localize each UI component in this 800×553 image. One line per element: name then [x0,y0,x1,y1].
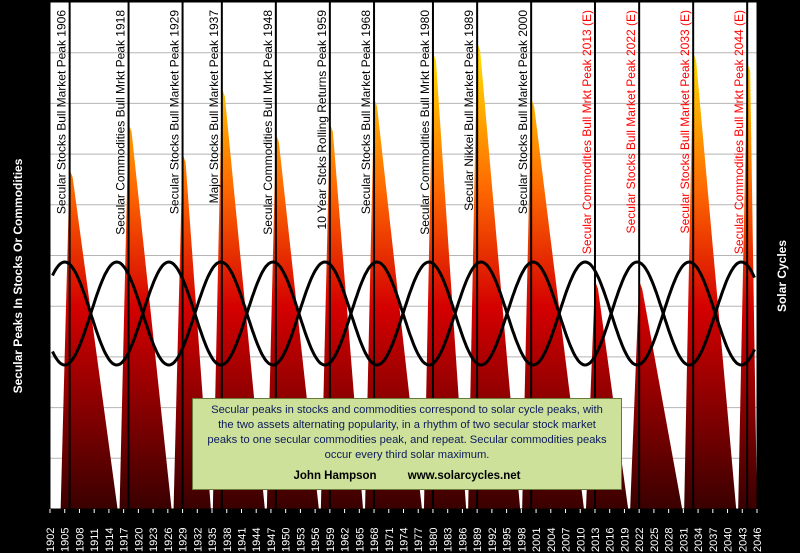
peak-label: Secular Commodities Bull Mrkt Peak 1918 [114,10,128,235]
y-axis-label-left: Secular Peaks In Stocks Or Commodities [11,158,25,394]
x-tick-label: 1926 [163,528,175,552]
x-tick-label: 1992 [487,528,499,552]
peak-area [630,280,683,509]
x-tick-label: 1956 [310,528,322,552]
x-tick-label: 1935 [207,528,219,552]
x-tick-label: 1965 [354,528,366,552]
x-tick-label: 2010 [575,528,587,552]
x-tick-label: 2025 [649,528,661,552]
annotation-text: Secular peaks in stocks and commodities … [207,404,607,461]
x-tick-label: 1953 [295,528,307,552]
x-tick-label: 2013 [590,528,602,552]
x-tick-label: 2031 [678,528,690,552]
x-tick-label: 1920 [133,528,145,552]
x-tick-label: 1944 [251,528,263,552]
x-tick-label: 2019 [619,528,631,552]
x-tick-label: 1908 [74,528,86,552]
x-tick-label: 1938 [222,528,234,552]
peak-label: Secular Commodities Bull Mrkt Peak 1980 [418,10,432,235]
peak-area [119,123,172,510]
website: www.solarcycles.net [407,470,521,482]
x-tick-label: 1932 [192,528,204,552]
x-tick-label: 1995 [502,528,514,552]
peak-label: Major Stocks Bull Market Peak 1937 [207,10,221,204]
x-tick-label: 1971 [384,528,396,552]
x-tick-label: 1947 [266,528,278,552]
x-tick-label: 1905 [60,528,72,552]
x-tick-label: 1959 [325,528,337,552]
x-tick-label: 1902 [45,528,57,552]
x-tick-label: 1986 [457,528,469,552]
x-tick-label: 2034 [693,528,705,552]
x-tick-label: 2028 [664,528,676,552]
peak-label: Secular Stocks Bull Market Peak 1968 [359,10,373,214]
x-tick-label: 1923 [148,528,160,552]
x-tick-label: 1974 [399,528,411,552]
peak-label: Secular Commodities Bull Mrkt Peak 2013 … [580,10,594,254]
x-tick-label: 1950 [281,528,293,552]
x-tick-label: 2022 [634,528,646,552]
x-tick-label: 1911 [89,528,101,552]
annotation-box: Secular peaks in stocks and commodities … [192,398,622,490]
x-tick-label: 1962 [340,528,352,552]
x-tick-label: 2004 [546,528,558,552]
peak-area [60,169,118,509]
peak-label: Secular Stocks Bull Market Peak 1929 [168,10,182,214]
x-tick-label: 2037 [708,528,720,552]
y-axis-label-right: Solar Cycles [775,239,789,313]
x-tick-label: 2046 [752,528,764,552]
x-tick-label: 1980 [428,528,440,552]
x-tick-label: 1968 [369,528,381,552]
x-tick-label: 1977 [413,528,425,552]
x-tick-label: 1929 [178,528,190,552]
peak-label: Secular Commodities Bull Mrkt Peak 2044 … [732,10,746,254]
x-tick-label: 1941 [236,528,248,552]
peak-label: Secular Commodities Bull Mrkt Peak 1948 [261,10,275,235]
x-tick-label: 2016 [605,528,617,552]
peak-label: Secular Stocks Bull Market Peak 2022 (E) [624,10,638,233]
solar-curve-b [51,260,756,367]
peak-label: Secular Stocks Bull Market Peak 2033 (E) [678,10,692,233]
x-tick-label: 1983 [443,528,455,552]
x-tick-label: 2040 [723,528,735,552]
x-tick-label: 1917 [119,528,131,552]
author-name: John Hampson [293,470,377,482]
x-tick-label: 1989 [472,528,484,552]
peak-label: Secular Nikkei Bull Market Peak 1989 [462,10,476,211]
credit-line: John Hampson www.solarcycles.net [203,469,611,484]
peak-label: 10 Year Stcks Rolling Returns Peak 1959 [315,10,329,230]
x-tick-label: 2007 [561,528,573,552]
peak-label: Secular Stocks Bull Market Peak 1906 [55,10,69,214]
x-tick-label: 1998 [516,528,528,552]
x-tick-label: 1914 [104,528,116,552]
x-tick-label: 2001 [531,528,543,552]
x-tick-label: 2043 [737,528,749,552]
peak-label: Secular Stocks Bull Market Peak 2000 [516,10,530,214]
peak-area [684,52,737,509]
